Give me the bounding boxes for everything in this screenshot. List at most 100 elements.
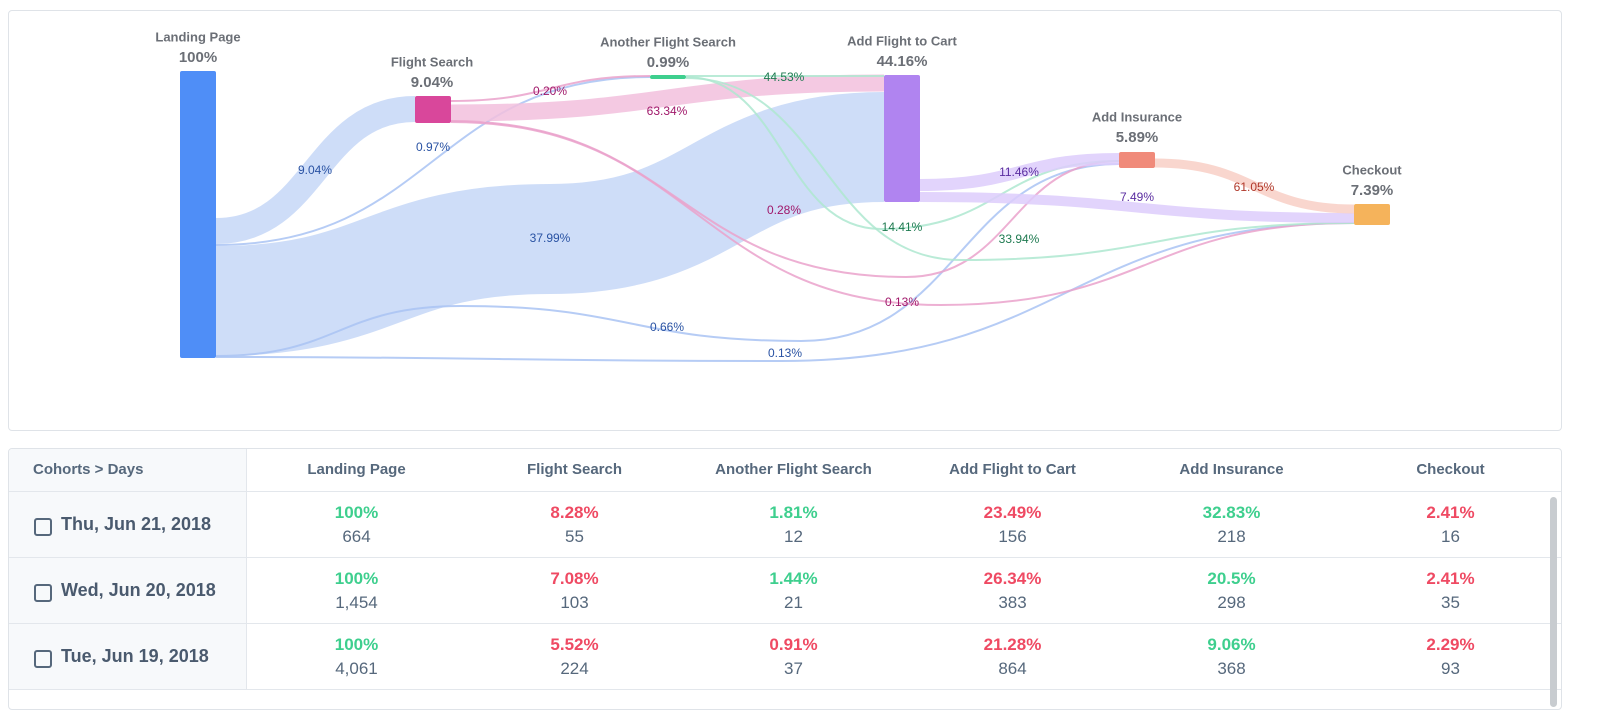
flow-label: 0.20%: [533, 84, 567, 98]
scrollbar[interactable]: [1550, 497, 1557, 707]
flow-label: 14.41%: [882, 220, 923, 234]
cell-count: 12: [784, 527, 803, 546]
flow: [685, 76, 1120, 231]
cell-pct: 100%: [334, 635, 379, 654]
cohort-date: Tue, Jun 19, 2018: [61, 646, 209, 666]
checkbox[interactable]: [34, 518, 52, 536]
cell-pct: 20.5%: [1207, 569, 1256, 588]
node: [415, 96, 451, 123]
node-label: Landing Page: [155, 29, 240, 44]
flow-label: 0.13%: [768, 346, 802, 360]
node-value: 9.04%: [411, 74, 454, 91]
flow: [685, 77, 1355, 262]
cell-pct: 100%: [334, 503, 379, 522]
cell-pct: 9.06%: [1207, 635, 1256, 654]
flow-label: 37.99%: [530, 231, 571, 245]
cohort-date: Thu, Jun 21, 2018: [61, 514, 212, 534]
flow: [215, 222, 1355, 363]
sankey: Landing Page 100% Flight Search 9.04% Anothe…: [155, 29, 1402, 363]
column-header: Add Flight to Cart: [949, 461, 1076, 478]
cell-pct: 32.83%: [1202, 503, 1261, 522]
node-label: Add Insurance: [1092, 109, 1182, 124]
flow-label: 0.66%: [650, 320, 684, 334]
node-label: Add Flight to Cart: [847, 33, 957, 48]
cell-pct: 2.41%: [1426, 503, 1475, 522]
flow: [919, 153, 1120, 191]
cell-count: 103: [560, 593, 589, 612]
header-first: Cohorts > Days: [9, 449, 247, 491]
cell-count: 35: [1441, 593, 1460, 612]
flow-label: 9.04%: [298, 163, 332, 177]
checkbox[interactable]: [34, 650, 52, 668]
checkbox[interactable]: [34, 584, 52, 602]
node: [1354, 204, 1390, 225]
cell-pct: 1.81%: [769, 503, 818, 522]
cell-count: 55: [565, 527, 584, 546]
row-divider: [9, 623, 1561, 624]
flow: [450, 75, 651, 102]
cell-count: 664: [342, 527, 371, 546]
row-divider: [9, 491, 1561, 492]
funnel-panel: Landing Page 100% Flight Search 9.04% Anothe…: [8, 10, 1562, 431]
row-divider: [9, 557, 1561, 558]
flow: [215, 76, 651, 246]
flow: [215, 92, 885, 356]
node-value: 7.39%: [1351, 182, 1394, 199]
flow: [215, 163, 1120, 357]
cell-pct: 26.34%: [983, 569, 1042, 588]
cell-count: 383: [998, 593, 1027, 612]
cell-count: 156: [998, 527, 1027, 546]
cell-count: 16: [1441, 527, 1460, 546]
row-first: [9, 492, 247, 558]
cell-pct: 21.28%: [983, 635, 1042, 654]
cell-pct: 7.08%: [550, 569, 599, 588]
column-header: Flight Search: [526, 461, 623, 478]
cell-count: 4,061: [335, 659, 378, 678]
flow-label: 0.28%: [767, 203, 801, 217]
flow-label: 11.46%: [999, 165, 1039, 179]
flow: [215, 96, 416, 244]
node-value: 100%: [179, 49, 217, 66]
flow-label: 7.49%: [1120, 190, 1154, 204]
node-label: Checkout: [1342, 162, 1402, 177]
column-header: Another Flight Search: [715, 461, 872, 478]
cell-pct: 1.44%: [769, 569, 818, 588]
cell-count: 224: [560, 659, 589, 678]
flow-label: 63.34%: [647, 104, 688, 118]
cell-count: 218: [1217, 527, 1246, 546]
flow: [1154, 158, 1355, 214]
node: [1119, 152, 1155, 168]
cell-pct: 0.91%: [769, 635, 818, 654]
cell-pct: 100%: [334, 569, 379, 588]
node-label: Another Flight Search: [600, 34, 736, 49]
cell-count: 864: [998, 659, 1027, 678]
cell-count: 37: [784, 659, 803, 678]
cell-pct: 5.52%: [550, 635, 599, 654]
node-value: 0.99%: [647, 54, 690, 71]
flow: [919, 192, 1355, 223]
cell-count: 368: [1217, 659, 1246, 678]
cell-count: 1,454: [335, 593, 378, 612]
node-label: Flight Search: [391, 54, 473, 69]
flow: [450, 74, 885, 122]
column-header: Checkout: [1416, 461, 1485, 478]
node-value: 44.16%: [877, 53, 928, 70]
cell-pct: 23.49%: [983, 503, 1042, 522]
node-value: 5.89%: [1116, 129, 1159, 146]
cell-pct: 8.28%: [550, 503, 599, 522]
cohort-table: Cohorts > Days Landing Page Flight Search A…: [8, 448, 1562, 710]
node: [650, 75, 686, 79]
cell-pct: 2.41%: [1426, 569, 1475, 588]
flow-label: 61.05%: [1234, 180, 1275, 194]
cell-pct: 2.29%: [1426, 635, 1475, 654]
flow-label: 0.97%: [416, 140, 450, 154]
cell-count: 93: [1441, 659, 1460, 678]
flow: [450, 121, 1355, 307]
cohort-date: Wed, Jun 20, 2018: [61, 580, 216, 600]
row-first: [9, 558, 247, 624]
cell-count: 298: [1217, 593, 1246, 612]
flow-label: 44.53%: [764, 70, 805, 84]
column-header: Landing Page: [307, 461, 406, 478]
